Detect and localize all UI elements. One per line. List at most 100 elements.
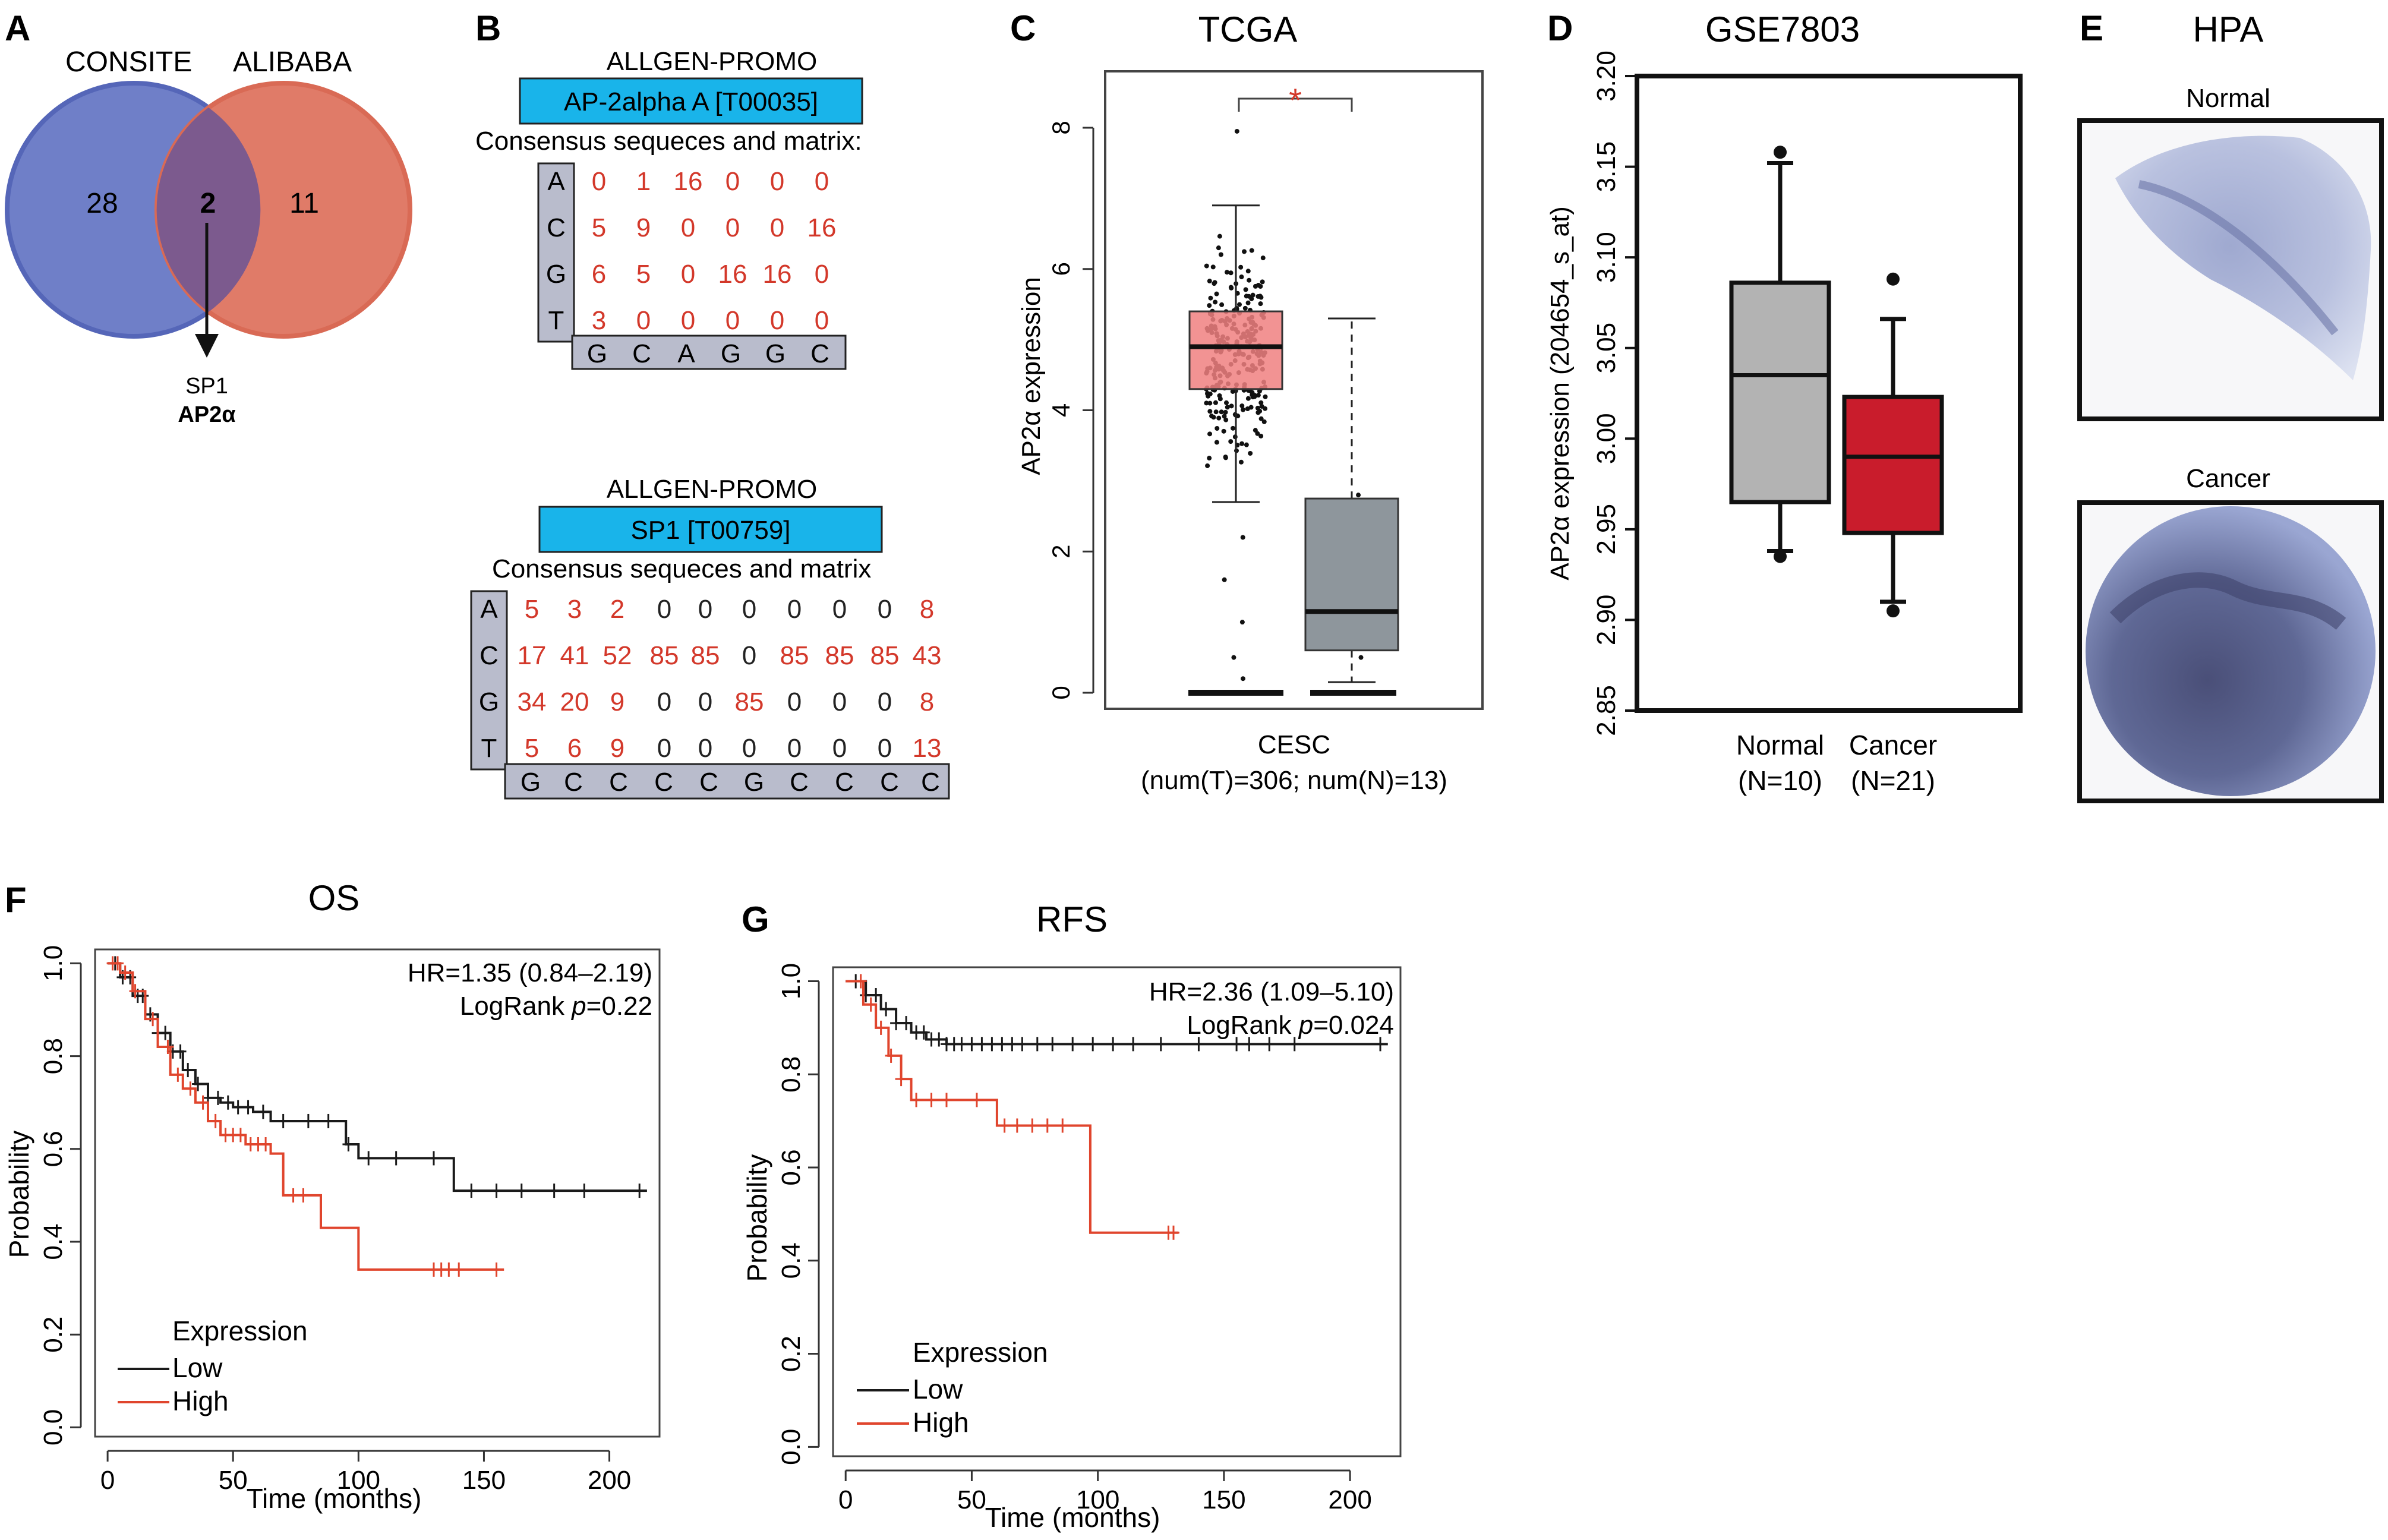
chart-g-legend-title: Expression: [913, 1337, 1048, 1368]
m2-cell-2-4: 0: [698, 687, 712, 717]
chart-g-frame: [832, 966, 1402, 1457]
chart-g-axes: 0 50 100 150 200 0.0 0.2 0.4 0.6 0.8 1.0: [777, 963, 1372, 1514]
matrix1-cells: 0 1 16 0 0 0 5 9 0 0 0 16 6 5 0 16 16 0 3 0 0 0 0 0: [592, 167, 837, 335]
hpa-cancer-label: Cancer: [2186, 464, 2270, 493]
chart-c-point: [1248, 450, 1253, 456]
chart-d-xlabel-cancer-n: (N=21): [1851, 765, 1935, 796]
matrix2-consensus-row: [504, 763, 950, 800]
chart-f-ytick-label-0.6: 0.6: [39, 1131, 68, 1167]
chart-c-point: [1212, 281, 1217, 286]
m1-cell-0-2: 16: [674, 167, 703, 196]
chart-c-ytick-label-2: 2: [1047, 545, 1075, 558]
chart-c-point: [1253, 428, 1258, 433]
chart-c-ytick-label-4: 4: [1047, 403, 1075, 417]
chart-c-point: [1259, 403, 1264, 409]
chart-c-point: [1216, 415, 1222, 421]
chart-g-ytick-label-0.8: 0.8: [777, 1056, 806, 1093]
chart-c-point: [1217, 233, 1222, 239]
chart-f-legend-title: Expression: [172, 1315, 308, 1346]
chart-f-curve-high: [108, 962, 504, 1271]
chart-c-outlier: [1239, 620, 1245, 625]
m2-cell-0-0: 5: [525, 595, 539, 624]
hpa-normal-tissue-band: [2138, 180, 2339, 336]
chart-f-ytick-label-1.0: 1.0: [39, 945, 68, 982]
panel-c: C TCGA AP2α expression 0 2 4 6 8 * CESC (num…: [1010, 8, 1484, 795]
venn-target-sp1: SP1: [185, 374, 228, 399]
chart-c-point: [1236, 302, 1242, 307]
chart-c-point: [1228, 439, 1234, 444]
matrix1-source: ALLGEN-PROMO: [607, 47, 818, 76]
chart-c-point: [1205, 390, 1210, 396]
chart-c-point: [1250, 292, 1255, 298]
m2-cell-1-9: 43: [913, 641, 942, 670]
chart-f-xtick-label-100: 100: [337, 1466, 380, 1495]
m2-consensus-0: G: [520, 768, 541, 797]
m2-base-g: G: [479, 687, 499, 717]
chart-c-point: [1207, 279, 1212, 284]
m2-consensus-1: C: [564, 768, 583, 797]
m2-cell-3-7: 0: [832, 734, 847, 763]
chart-f-legend-high: High: [172, 1386, 229, 1416]
chart-c-point: [1222, 414, 1227, 419]
chart-c-point: [1249, 248, 1254, 253]
m2-cell-3-6: 0: [787, 734, 802, 763]
chart-d-xlabel-normal: Normal: [1736, 730, 1824, 760]
chart-c-significance: *: [1289, 81, 1302, 119]
m2-cell-1-1: 41: [560, 641, 589, 670]
chart-g-ytick-label-1.0: 1.0: [777, 963, 806, 999]
m2-cell-0-5: 0: [742, 595, 756, 624]
chart-c-point: [1231, 425, 1236, 431]
chart-f-xtick-label-50: 50: [219, 1466, 248, 1495]
chart-f-xtick-label-200: 200: [588, 1466, 631, 1495]
chart-c-outlier: [1231, 655, 1236, 660]
panel-label-b: B: [475, 8, 501, 48]
chart-c-point: [1255, 282, 1261, 288]
m2-consensus-6: C: [790, 768, 809, 797]
chart-d-outlier-0-0: [1774, 146, 1787, 159]
chart-f-ytick-label-0.8: 0.8: [39, 1038, 68, 1074]
hpa-cancer-tissue: [2086, 506, 2376, 796]
chart-c-ytick-label-0: 0: [1047, 686, 1075, 699]
chart-g-ytick-label-0.2: 0.2: [777, 1336, 806, 1372]
chart-c-point: [1217, 396, 1223, 402]
m2-base-a: A: [480, 595, 498, 624]
chart-f-curves: [106, 956, 647, 1277]
chart-c-point: [1223, 417, 1229, 422]
chart-c-point: [1228, 270, 1234, 276]
chart-g-ytick-label-0.6: 0.6: [777, 1149, 806, 1185]
chart-c-frame: [1104, 70, 1484, 710]
venn-label-alibaba: ALIBABA: [233, 46, 352, 78]
chart-c-point: [1245, 396, 1251, 401]
m2-cell-2-8: 0: [878, 687, 892, 717]
m1-cell-2-3: 16: [718, 260, 747, 289]
hpa-normal-label: Normal: [2186, 84, 2270, 113]
chart-g-ylabel: Probability: [742, 1154, 772, 1282]
m2-cell-1-8: 85: [870, 641, 900, 670]
m2-cell-2-2: 9: [610, 687, 624, 717]
chart-f-frame: [94, 948, 661, 1438]
venn-count-left: 28: [86, 188, 118, 219]
chart-c-point: [1204, 263, 1209, 269]
m1-cell-2-5: 0: [815, 260, 829, 289]
chart-c-point: [1260, 255, 1266, 261]
m1-cell-3-0: 3: [592, 306, 606, 335]
m1-cell-2-1: 5: [636, 260, 651, 289]
m2-cell-3-4: 0: [698, 734, 712, 763]
panel-g: G RFS Probability Time (months) 0 50 100 15…: [742, 900, 1402, 1533]
m1-cell-2-0: 6: [592, 260, 606, 289]
chart-c-point: [1247, 277, 1252, 283]
chart-c-point: [1213, 299, 1218, 305]
m2-cell-1-3: 85: [650, 641, 679, 670]
chart-c-point: [1263, 394, 1268, 399]
m1-cell-3-1: 0: [636, 306, 651, 335]
chart-c-point: [1257, 294, 1263, 299]
chart-c-point: [1258, 301, 1263, 307]
chart-f-ylabel: Probability: [4, 1131, 34, 1258]
chart-d-outlier-1-0: [1887, 272, 1900, 286]
chart-c-ylabel: AP2α expression: [1017, 277, 1046, 475]
chart-c-point: [1243, 287, 1248, 292]
chart-c-point: [1214, 426, 1220, 431]
m1-base-t: T: [548, 306, 564, 335]
matrix2-factor-box: [538, 506, 883, 553]
